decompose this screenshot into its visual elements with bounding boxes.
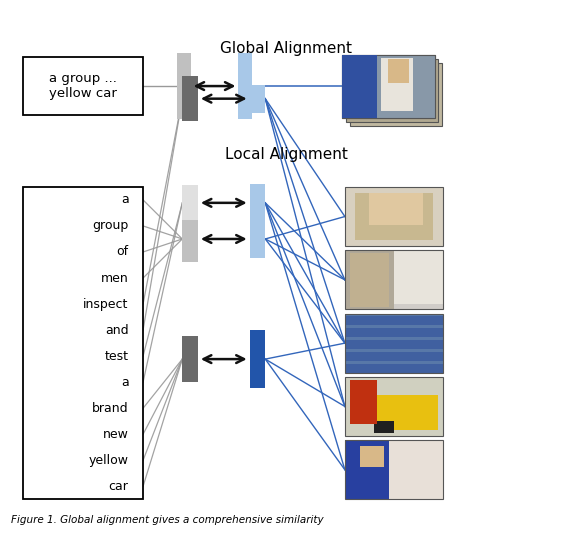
- Bar: [374, 421, 394, 433]
- Bar: [374, 395, 438, 430]
- Bar: [345, 187, 443, 246]
- Bar: [182, 337, 198, 382]
- Bar: [345, 377, 443, 436]
- Bar: [360, 446, 384, 467]
- Bar: [249, 220, 265, 258]
- Bar: [389, 440, 443, 499]
- Bar: [342, 55, 377, 118]
- Bar: [249, 184, 265, 222]
- Bar: [345, 313, 443, 373]
- Bar: [345, 317, 443, 325]
- Bar: [345, 250, 394, 309]
- Bar: [381, 57, 414, 111]
- Text: car: car: [109, 480, 129, 493]
- Bar: [22, 57, 143, 115]
- Bar: [345, 440, 389, 499]
- Bar: [182, 76, 198, 121]
- Bar: [345, 187, 443, 246]
- Bar: [346, 59, 439, 121]
- Bar: [345, 377, 443, 436]
- Bar: [355, 193, 433, 240]
- Bar: [345, 352, 443, 361]
- Bar: [388, 59, 408, 83]
- Text: Global Alignment: Global Alignment: [220, 41, 352, 56]
- Text: a: a: [121, 376, 129, 389]
- Text: new: new: [103, 428, 129, 441]
- Bar: [350, 63, 442, 126]
- Bar: [342, 55, 435, 118]
- Text: of: of: [117, 246, 129, 259]
- Text: inspect: inspect: [83, 298, 129, 311]
- Bar: [177, 53, 190, 119]
- Text: a: a: [121, 193, 129, 207]
- Bar: [345, 440, 443, 499]
- Text: men: men: [101, 272, 129, 285]
- Bar: [349, 253, 389, 307]
- Bar: [345, 340, 443, 349]
- Text: brand: brand: [92, 402, 129, 415]
- Bar: [345, 250, 443, 309]
- Text: yellow: yellow: [89, 454, 129, 467]
- Bar: [239, 53, 252, 119]
- Bar: [394, 250, 443, 304]
- Bar: [249, 330, 265, 388]
- Bar: [349, 380, 377, 424]
- Bar: [345, 328, 443, 337]
- Text: a group ...
yellow car: a group ... yellow car: [49, 72, 117, 100]
- Text: group: group: [92, 220, 129, 233]
- Bar: [22, 187, 143, 499]
- Bar: [182, 216, 198, 262]
- Text: Local Alignment: Local Alignment: [225, 146, 347, 162]
- Bar: [370, 193, 423, 225]
- Bar: [345, 364, 443, 373]
- Bar: [345, 313, 443, 373]
- Text: Figure 1. Global alignment gives a comprehensive similarity: Figure 1. Global alignment gives a compr…: [11, 514, 324, 525]
- Bar: [345, 440, 443, 499]
- Bar: [345, 250, 443, 309]
- Text: test: test: [105, 350, 129, 363]
- Bar: [342, 55, 435, 118]
- Bar: [249, 85, 265, 113]
- Bar: [182, 185, 198, 221]
- Text: and: and: [105, 324, 129, 337]
